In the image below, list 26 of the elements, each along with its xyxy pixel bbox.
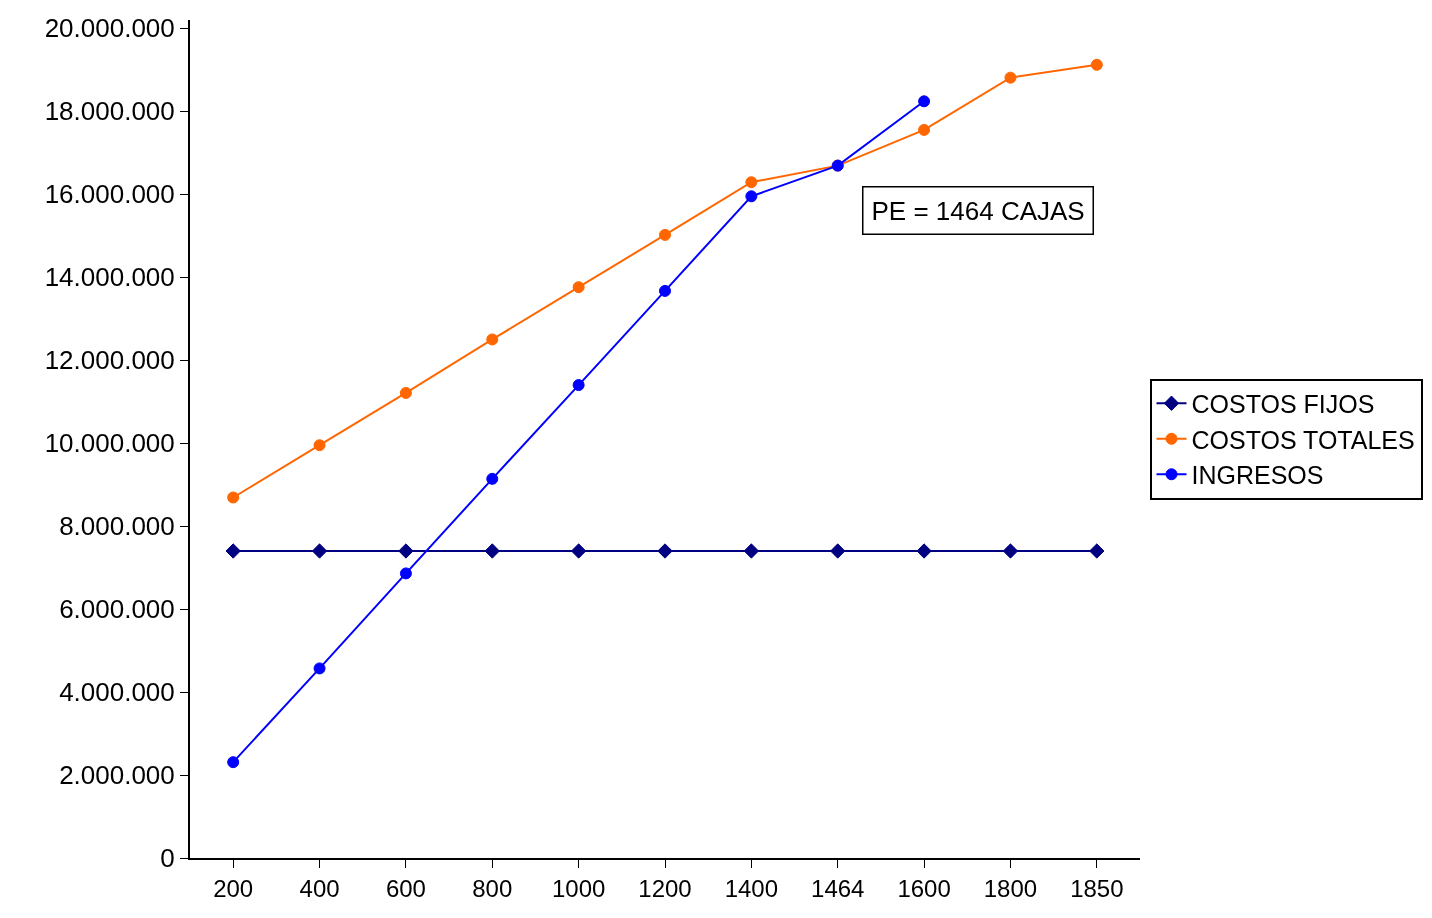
x-tick-label: 1464 — [811, 874, 865, 902]
x-tick-label: 1800 — [983, 874, 1038, 902]
y-tick-label: 16.000.000 — [44, 179, 175, 210]
y-tick-label: 10.000.000 — [44, 428, 175, 459]
x-tick-label: 1200 — [638, 874, 692, 902]
y-tick-label: 14.000.000 — [44, 262, 175, 293]
x-tick-label: 200 — [213, 874, 254, 902]
legend-label: COSTOS TOTALES — [1191, 425, 1415, 454]
y-tick-label: 18.000.000 — [44, 96, 175, 127]
y-tick-label: 0 — [160, 843, 175, 874]
y-tick-label: 6.000.000 — [59, 594, 175, 625]
y-tick-label: 2.000.000 — [59, 760, 175, 791]
x-tick-label: 600 — [385, 874, 426, 902]
x-tick-label: 1400 — [724, 874, 779, 902]
x-tick-label: 1850 — [1070, 874, 1124, 902]
x-tick-label: 400 — [299, 874, 340, 902]
x-tick-label: 1000 — [551, 874, 606, 902]
annotation: PE = 1464 CAJAS — [871, 195, 1085, 226]
x-tick-label: 800 — [472, 874, 513, 902]
y-tick-label: 20.000.000 — [44, 13, 175, 44]
y-tick-label: 8.000.000 — [59, 511, 175, 542]
y-tick-label: 12.000.000 — [44, 345, 175, 376]
y-tick-label: 4.000.000 — [59, 677, 175, 708]
x-tick-label: 1600 — [897, 874, 951, 902]
legend-label: COSTOS FIJOS — [1191, 390, 1375, 418]
legend-label: INGRESOS — [1191, 461, 1324, 489]
